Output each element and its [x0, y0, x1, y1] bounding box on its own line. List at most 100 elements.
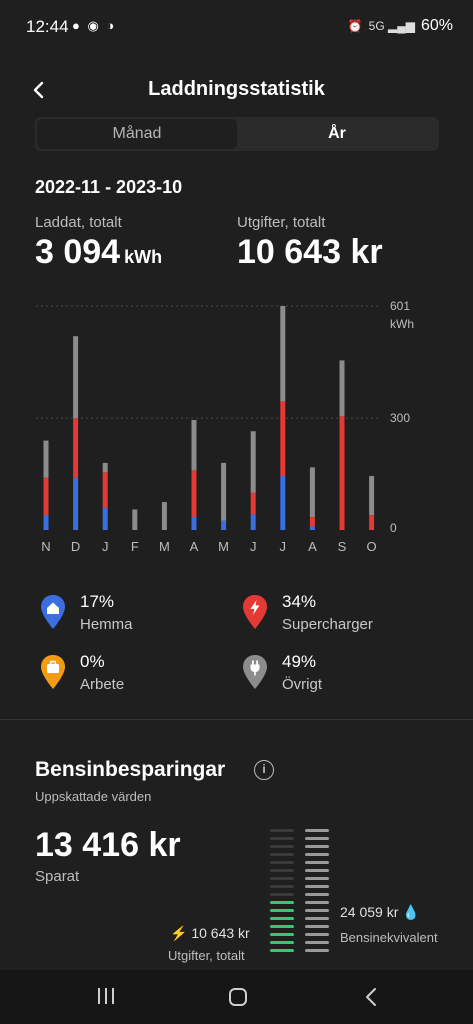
status-bar: 12:44 ● ◉ ◑ ⏰ 5G ▂▄▆ 60%: [0, 0, 473, 56]
back-arrow-icon[interactable]: [28, 76, 52, 104]
recent-apps-icon[interactable]: [96, 987, 116, 1005]
charging-bar-chart: 601 300 0 kWh N D J F M A M J J A S O: [36, 299, 414, 554]
bar-segment: [280, 306, 286, 402]
alarm-icon: ⏰: [347, 19, 363, 33]
ladder-bar: [270, 829, 294, 832]
y-unit-label: kWh: [390, 317, 414, 331]
ladder-bar: [270, 917, 294, 920]
bar-segment: [339, 360, 345, 417]
x-tick-label: N: [41, 539, 50, 554]
cost-ladder-graphic: [270, 829, 294, 957]
x-tick-label: F: [131, 539, 139, 554]
fuel-drop-icon: 💧: [402, 904, 420, 920]
fuel-comparison: 24 059 kr 💧: [340, 904, 420, 921]
bar-segment: [369, 475, 375, 516]
cost-comparison: ⚡ 10 643 kr: [170, 925, 250, 942]
legend-home: 17% Hemma: [40, 592, 230, 640]
x-tick-label: J: [280, 539, 287, 554]
ladder-bar: [270, 869, 294, 872]
plug-icon: [243, 655, 267, 689]
savings-subtitle: Uppskattade värden: [35, 789, 152, 804]
ladder-bar: [270, 901, 294, 904]
x-tick-label: O: [367, 539, 377, 554]
bar-segment: [309, 516, 315, 527]
home-button-icon[interactable]: [228, 987, 248, 1007]
ladder-bar: [305, 829, 329, 832]
bolt-icon: [243, 595, 267, 629]
bolt-icon: ⚡: [170, 925, 188, 941]
status-right: ⏰ 5G ▂▄▆ 60%: [348, 17, 453, 35]
ladder-bar: [305, 941, 329, 944]
ladder-bar: [305, 861, 329, 864]
ladder-bar: [305, 917, 329, 920]
ladder-bar: [270, 861, 294, 864]
bar-segment: [280, 401, 286, 476]
date-range: 2022-11 - 2023-10: [35, 177, 183, 197]
bar-segment: [43, 515, 49, 530]
ladder-bar: [305, 837, 329, 840]
tab-year[interactable]: År: [237, 119, 437, 149]
ladder-bar: [305, 949, 329, 952]
bar-segment: [43, 477, 49, 516]
ladder-bar: [305, 933, 329, 936]
info-icon[interactable]: i: [254, 760, 274, 780]
ladder-bar: [305, 869, 329, 872]
ladder-bar: [305, 925, 329, 928]
page-title: Laddningsstatistik: [148, 78, 325, 100]
legend-work-pct: 0%: [80, 652, 105, 671]
charged-unit: kWh: [124, 247, 163, 267]
system-nav-bar: [0, 970, 473, 1024]
x-tick-label: J: [250, 539, 257, 554]
tab-month[interactable]: Månad: [37, 119, 237, 149]
legend-work: 0% Arbete: [40, 652, 230, 700]
bar-segment: [73, 418, 79, 478]
back-nav-icon[interactable]: [364, 987, 378, 1007]
fuel-comparison-label: Bensinekvivalent: [340, 930, 438, 945]
legend-supercharger-pct: 34%: [282, 592, 317, 611]
fuel-ladder-graphic: [305, 829, 329, 957]
ladder-bar: [270, 933, 294, 936]
signal-icon: 5G ▂▄▆: [368, 19, 415, 33]
ladder-bar: [270, 949, 294, 952]
legend-supercharger-name: Supercharger: [282, 616, 373, 633]
bar-segment: [191, 516, 197, 530]
status-time: 12:44: [26, 17, 69, 36]
ladder-bar: [270, 837, 294, 840]
x-tick-label: M: [218, 539, 229, 554]
bar-segment: [250, 514, 256, 530]
bar-segment: [102, 472, 108, 508]
ladder-bar: [270, 877, 294, 880]
bar-segment: [73, 477, 79, 530]
bar-segment: [339, 416, 345, 530]
y-tick-label: 300: [390, 411, 410, 425]
x-tick-label: D: [71, 539, 80, 554]
notification-icons: ● ◉ ◑: [72, 18, 117, 33]
y-tick-label: 0: [390, 521, 397, 535]
ladder-bar: [270, 845, 294, 848]
period-toggle: Månad År: [35, 117, 439, 151]
bar-segment: [73, 336, 79, 419]
cost-comparison-label: Utgifter, totalt: [168, 948, 245, 963]
bar-segment: [250, 492, 256, 515]
y-tick-label: 601: [390, 299, 410, 313]
bar-segment: [221, 462, 227, 521]
bar-segment: [191, 470, 197, 517]
ladder-bar: [305, 909, 329, 912]
bar-segment: [280, 475, 286, 530]
x-tick-label: M: [159, 539, 170, 554]
cost-total-value: 10 643 kr: [237, 233, 383, 271]
savings-title: Bensinbesparingar: [35, 758, 226, 781]
bar-segment: [102, 507, 108, 530]
header: Laddningsstatistik: [0, 70, 473, 110]
bar-segment: [132, 509, 138, 530]
bar-segment: [369, 515, 375, 530]
legend-work-name: Arbete: [80, 676, 125, 693]
bar-segment: [250, 431, 256, 493]
ladder-bar: [305, 885, 329, 888]
ladder-bar: [305, 901, 329, 904]
briefcase-icon: [41, 655, 65, 689]
ladder-bar: [305, 893, 329, 896]
bar-segment: [43, 440, 49, 478]
ladder-bar: [270, 909, 294, 912]
ladder-bar: [305, 845, 329, 848]
